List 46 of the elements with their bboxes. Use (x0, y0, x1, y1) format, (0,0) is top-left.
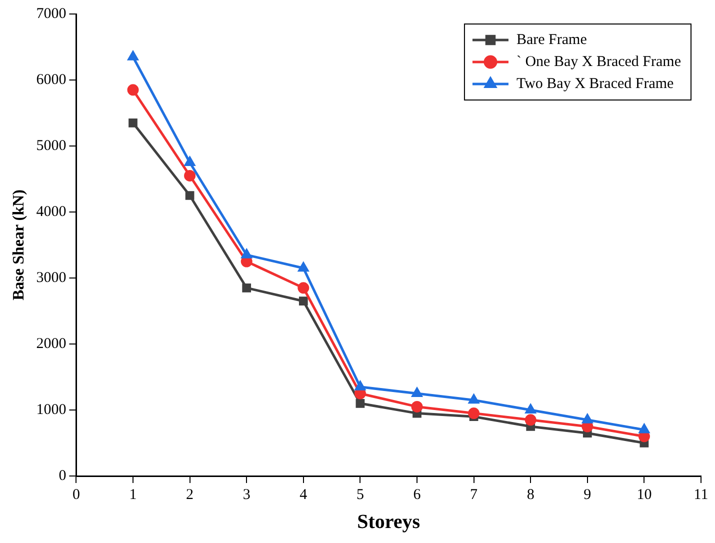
point (468, 394, 479, 404)
x-tick-label: 11 (694, 486, 708, 503)
x-tick-label: 3 (242, 486, 250, 503)
point (127, 84, 139, 96)
point (185, 191, 194, 200)
point (128, 118, 138, 128)
y-tick-label: 5000 (36, 138, 66, 154)
x-tick-label: 5 (356, 486, 364, 503)
x-tick-label: 10 (636, 486, 652, 503)
y-tick-label: 2000 (36, 336, 66, 352)
legend-label: Bare Frame (516, 32, 588, 48)
x-tick-label: 4 (300, 486, 308, 503)
point (524, 414, 536, 426)
x-tick-label: 6 (413, 486, 422, 503)
point (582, 414, 593, 424)
point (468, 408, 480, 420)
point (355, 381, 366, 390)
x-tick-label: 9 (584, 486, 592, 503)
point (298, 296, 308, 306)
y-tick-label: 0 (58, 468, 66, 484)
point (242, 283, 252, 292)
point (298, 282, 310, 294)
point (298, 262, 309, 272)
x-tick-label: 7 (470, 486, 478, 503)
x-tick-label: 0 (72, 486, 80, 503)
point (525, 404, 536, 414)
y-tick-label: 4000 (36, 204, 66, 220)
y-axis-title: Base Shear (kN) (10, 190, 28, 300)
point (241, 249, 252, 258)
point (184, 156, 195, 166)
x-tick-label: 1 (129, 486, 137, 503)
x-tick-label: 8 (526, 486, 534, 503)
x-tick-label: 2 (186, 486, 194, 503)
y-tick-label: 3000 (36, 270, 66, 286)
point (128, 51, 138, 60)
y-tick-label: 7000 (36, 6, 66, 22)
point (639, 424, 650, 434)
point (411, 400, 423, 412)
point (412, 388, 422, 397)
y-tick-label: 6000 (36, 72, 66, 88)
legend-label: Two Bay X Braced Frame (516, 76, 674, 92)
point (356, 398, 365, 408)
y-tick-label: 1000 (36, 402, 66, 418)
point (184, 170, 196, 182)
legend-label: ` One Bay X Braced Frame (516, 54, 682, 70)
x-axis-title: Storeys (357, 511, 420, 534)
